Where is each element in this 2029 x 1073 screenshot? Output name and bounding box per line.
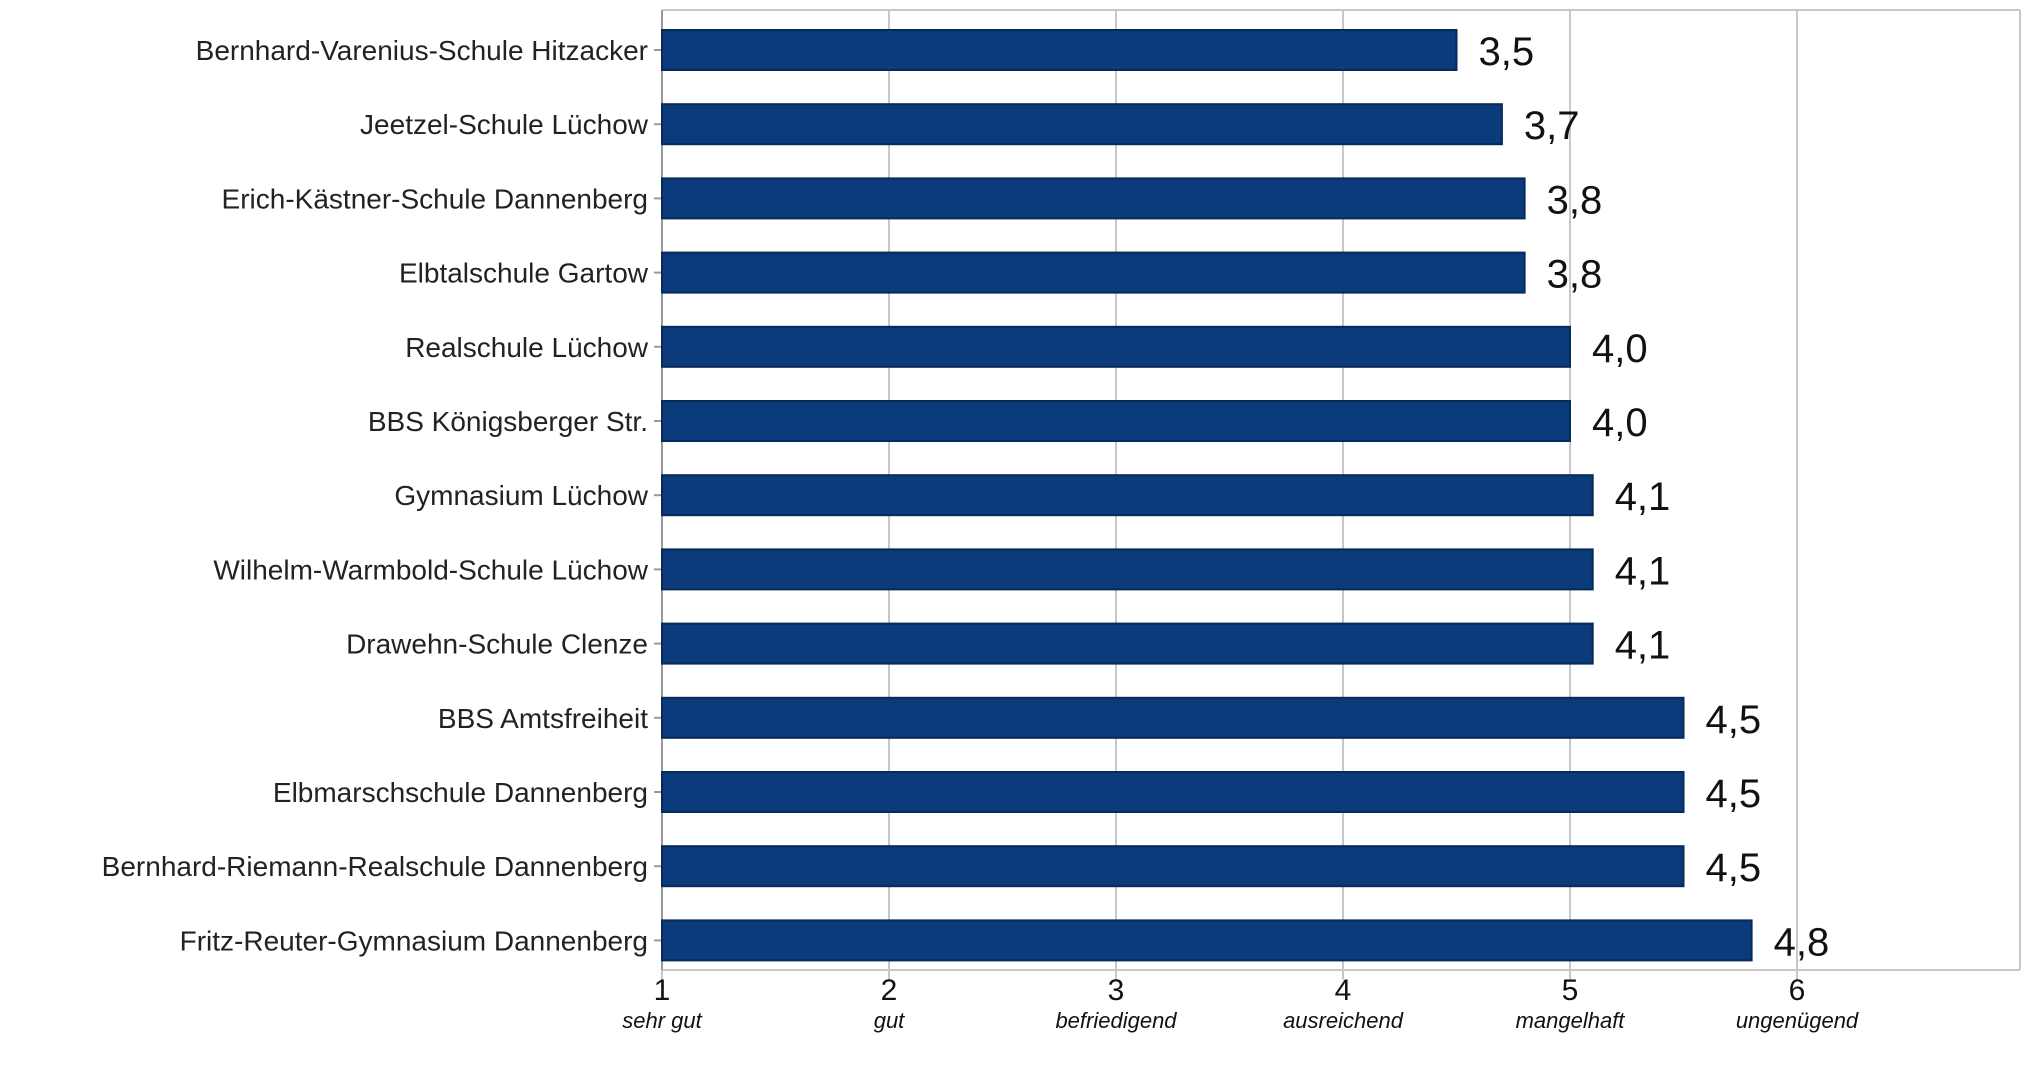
bar: [661, 474, 1594, 517]
x-tick-grade-label: befriedigend: [1055, 1008, 1177, 1033]
bar: [661, 177, 1526, 220]
bar: [661, 29, 1458, 71]
category-label: BBS Amtsfreiheit: [438, 703, 648, 734]
bar: [661, 548, 1594, 591]
x-tick-grade-label: sehr gut: [622, 1008, 702, 1033]
value-label: 4,8: [1774, 920, 1830, 964]
category-label: Bernhard-Riemann-Realschule Dannenberg: [102, 851, 648, 882]
bar: [661, 400, 1571, 442]
bar: [661, 696, 1685, 739]
category-label: Drawehn-Schule Clenze: [346, 629, 648, 660]
x-tick-label: 1: [654, 974, 671, 1007]
x-tick-label: 6: [1789, 974, 1806, 1007]
x-tick-grade-label: mangelhaft: [1516, 1008, 1626, 1033]
value-label: 4,1: [1615, 624, 1671, 668]
category-labels: Bernhard-Varenius-Schule Hitzacker Jeetze…: [102, 35, 649, 956]
value-label: 3,8: [1547, 253, 1603, 297]
bar: [661, 919, 1753, 962]
value-label: 3,5: [1479, 30, 1535, 74]
category-label: Elbtalschule Gartow: [399, 258, 649, 289]
value-label: 4,5: [1706, 846, 1762, 890]
category-label: Wilhelm-Warmbold-Schule Lüchow: [213, 554, 648, 585]
value-label: 4,1: [1615, 475, 1671, 519]
category-label: BBS Königsberger Str.: [368, 406, 648, 437]
bar: [661, 622, 1594, 665]
category-label: Realschule Lüchow: [405, 332, 649, 363]
x-tick-label: 5: [1562, 974, 1579, 1007]
category-label: Fritz-Reuter-Gymnasium Dannenberg: [180, 925, 648, 956]
x-tick-label: 3: [1108, 974, 1125, 1007]
bar: [661, 845, 1685, 888]
x-tick-label: 4: [1335, 974, 1352, 1007]
bar: [661, 251, 1526, 294]
value-label: 4,5: [1706, 698, 1762, 742]
category-label: Erich-Kästner-Schule Dannenberg: [222, 183, 648, 214]
value-label: 3,8: [1547, 178, 1603, 222]
category-label: Jeetzel-Schule Lüchow: [360, 109, 649, 140]
value-labels: 3,5 3,7 3,8 3,8 4,0 4,0 4,1 4,1 4,1 4,5 4,5 4,5 4,8: [1479, 30, 1830, 964]
bar-layer: [661, 29, 1753, 962]
x-tick-grade-label: ungenügend: [1736, 1008, 1859, 1033]
category-label: Gymnasium Lüchow: [394, 480, 648, 511]
value-label: 3,7: [1524, 104, 1580, 148]
category-label: Bernhard-Varenius-Schule Hitzacker: [196, 35, 648, 66]
x-tick-grade-label: ausreichend: [1283, 1008, 1404, 1033]
value-label: 4,0: [1592, 327, 1648, 371]
value-label: 4,0: [1592, 401, 1648, 445]
category-label: Elbmarschschule Dannenberg: [273, 777, 648, 808]
bar: [661, 103, 1503, 146]
value-label: 4,5: [1706, 772, 1762, 816]
bar: [661, 771, 1685, 813]
bar: [661, 325, 1571, 368]
value-label: 4,1: [1615, 549, 1671, 593]
x-tick-label: 2: [881, 974, 898, 1007]
x-tick-grade-label: gut: [874, 1008, 905, 1033]
